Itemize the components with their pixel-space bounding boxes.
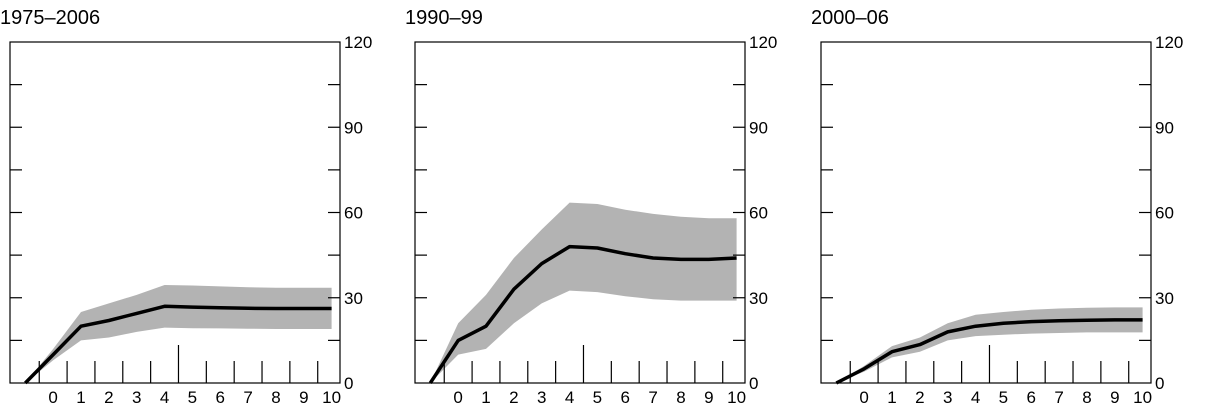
x-tick-label: 0 (453, 388, 462, 407)
x-tick-label: 2 (915, 388, 924, 407)
x-tick-label: 5 (188, 388, 197, 407)
y-tick-label: 0 (344, 374, 353, 393)
x-tick-label: 9 (1110, 388, 1119, 407)
x-tick-label: 6 (621, 388, 630, 407)
x-tick-label: 3 (537, 388, 546, 407)
x-tick-label: 6 (216, 388, 225, 407)
central-estimate-line (24, 304, 332, 385)
y-tick-label: 90 (749, 118, 768, 137)
x-tick-label: 10 (727, 388, 746, 407)
x-tick-label: 8 (1082, 388, 1091, 407)
x-tick-label: 1 (76, 388, 85, 407)
chart-panel-1990-99: 1990–99 0 30 60 90 120 0 1 2 3 4 5 6 7 8 9 10 (405, 0, 805, 409)
central-estimate-line (835, 318, 1143, 385)
y-tick-label: 30 (1155, 289, 1174, 308)
x-tick-label: 0 (48, 388, 57, 407)
chart-title: 1990–99 (405, 7, 483, 29)
chart-title: 1975–2006 (0, 7, 101, 29)
x-tick-label: 0 (859, 388, 868, 407)
x-tick-label: 3 (132, 388, 141, 407)
x-tick-label: 7 (1054, 388, 1063, 407)
chart-panel-2000-06: 2000–06 0 30 60 90 120 0 1 2 3 4 5 6 7 8 9 10 (811, 0, 1211, 409)
y-tick-label: 90 (1155, 118, 1174, 137)
x-tick-label: 1 (887, 388, 896, 407)
y-tick-label: 120 (1155, 33, 1183, 52)
x-tick-label: 5 (593, 388, 602, 407)
central-estimate-line (428, 244, 737, 384)
y-tick-label: 0 (749, 374, 758, 393)
y-tick-label: 30 (749, 289, 768, 308)
x-tick-label: 8 (676, 388, 685, 407)
x-tick-label: 2 (104, 388, 113, 407)
y-tick-label: 120 (749, 33, 777, 52)
y-tick-label: 60 (749, 204, 768, 223)
y-tick-label: 30 (344, 289, 363, 308)
confidence-band (430, 202, 737, 383)
x-tick-label: 7 (243, 388, 252, 407)
x-tick-label: 3 (943, 388, 952, 407)
x-tick-label: 6 (1027, 388, 1036, 407)
x-tick-label: 7 (648, 388, 657, 407)
y-tick-label: 120 (344, 33, 372, 52)
x-tick-label: 9 (704, 388, 713, 407)
x-tick-label: 10 (1133, 388, 1152, 407)
confidence-band (836, 307, 1143, 383)
x-tick-label: 4 (971, 388, 980, 407)
x-tick-label: 9 (299, 388, 308, 407)
x-tick-label: 4 (565, 388, 574, 407)
chart-title: 2000–06 (811, 7, 889, 29)
y-tick-label: 60 (344, 204, 363, 223)
x-tick-label: 10 (322, 388, 341, 407)
x-tick-label: 1 (481, 388, 490, 407)
x-tick-label: 5 (999, 388, 1008, 407)
plot-frame (9, 41, 341, 384)
y-tick-label: 0 (1155, 374, 1164, 393)
x-tick-label: 4 (160, 388, 169, 407)
chart-panel-1975-2006: 1975–2006 0 30 60 90 120 0 1 2 3 4 5 6 7 8 9 10 (0, 0, 400, 409)
y-tick-label: 60 (1155, 204, 1174, 223)
y-tick-label: 90 (344, 118, 363, 137)
x-tick-label: 2 (509, 388, 518, 407)
x-tick-label: 8 (271, 388, 280, 407)
